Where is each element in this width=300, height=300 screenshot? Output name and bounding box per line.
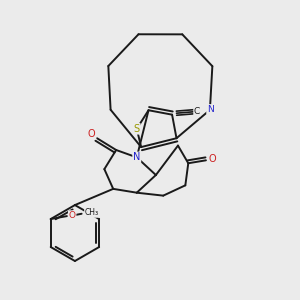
Text: O: O	[88, 129, 95, 139]
Text: C: C	[194, 106, 200, 116]
Text: O: O	[208, 154, 216, 164]
Text: S: S	[134, 124, 140, 134]
Text: N: N	[207, 105, 214, 114]
Text: N: N	[133, 152, 140, 162]
Text: O: O	[69, 211, 76, 220]
Text: CH₃: CH₃	[85, 208, 99, 217]
